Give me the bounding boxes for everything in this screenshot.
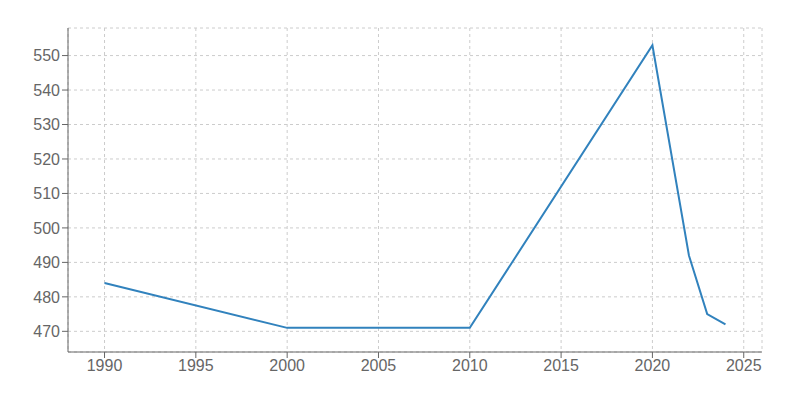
svg-text:1990: 1990 xyxy=(87,357,123,374)
svg-text:550: 550 xyxy=(33,47,60,64)
svg-text:470: 470 xyxy=(33,323,60,340)
svg-text:2015: 2015 xyxy=(543,357,579,374)
svg-text:510: 510 xyxy=(33,185,60,202)
svg-text:2025: 2025 xyxy=(726,357,762,374)
svg-text:530: 530 xyxy=(33,116,60,133)
svg-text:480: 480 xyxy=(33,289,60,306)
svg-text:490: 490 xyxy=(33,254,60,271)
svg-text:2010: 2010 xyxy=(452,357,488,374)
svg-text:1995: 1995 xyxy=(178,357,214,374)
svg-text:540: 540 xyxy=(33,82,60,99)
svg-text:2020: 2020 xyxy=(635,357,671,374)
svg-text:2005: 2005 xyxy=(361,357,397,374)
svg-text:2000: 2000 xyxy=(269,357,305,374)
svg-text:520: 520 xyxy=(33,151,60,168)
svg-text:500: 500 xyxy=(33,220,60,237)
